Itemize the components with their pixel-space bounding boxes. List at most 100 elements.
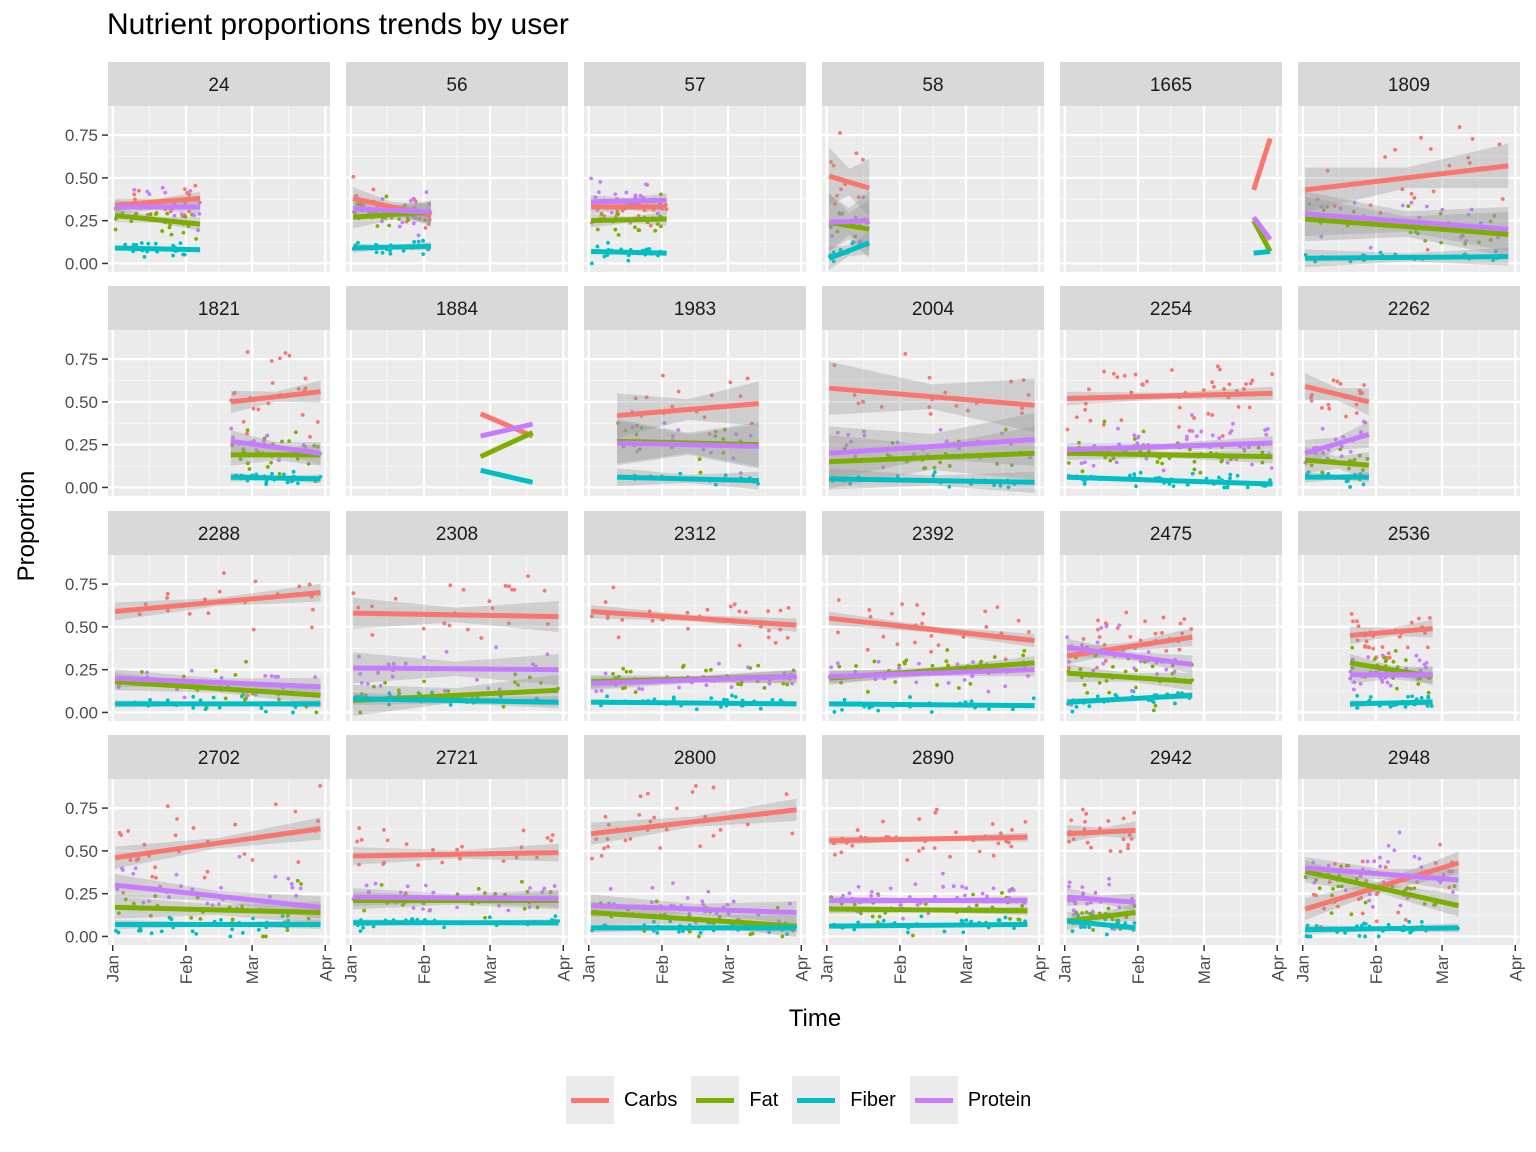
data-point xyxy=(1003,657,1008,662)
data-point xyxy=(171,243,176,248)
data-point xyxy=(853,234,857,239)
data-point xyxy=(261,934,265,939)
data-point xyxy=(132,187,137,192)
x-tick-label: Mar xyxy=(481,955,500,985)
data-point xyxy=(1155,460,1160,464)
data-point xyxy=(1128,634,1133,639)
data-point xyxy=(955,662,960,667)
data-point xyxy=(744,610,748,615)
data-point xyxy=(219,917,223,922)
data-point xyxy=(1310,393,1314,397)
data-point xyxy=(613,227,618,232)
y-tick-label: 0.25 xyxy=(65,885,98,904)
trend-line-protein xyxy=(352,206,432,215)
trend-line-fat xyxy=(479,430,534,459)
data-point xyxy=(854,664,858,668)
data-point xyxy=(1317,886,1322,891)
data-point xyxy=(1417,616,1421,621)
data-point xyxy=(507,584,511,589)
data-point xyxy=(659,224,663,229)
data-point xyxy=(379,883,384,887)
data-point xyxy=(197,200,202,205)
data-point xyxy=(624,669,629,674)
data-point xyxy=(1488,238,1493,242)
data-point xyxy=(766,609,771,614)
data-point xyxy=(940,871,945,876)
data-point xyxy=(930,663,935,668)
data-point xyxy=(1383,155,1388,159)
data-point xyxy=(923,466,928,470)
x-tick-label: Apr xyxy=(1506,955,1525,982)
data-point xyxy=(1083,925,1087,929)
data-point xyxy=(1230,421,1235,426)
data-point xyxy=(1491,258,1495,263)
data-point xyxy=(315,420,320,424)
facet-strip xyxy=(1298,511,1520,555)
data-point xyxy=(1128,473,1132,478)
data-point xyxy=(355,839,360,844)
data-point xyxy=(133,212,138,216)
data-point xyxy=(616,421,620,425)
data-point xyxy=(836,598,841,602)
data-point xyxy=(888,886,893,891)
data-point xyxy=(159,929,164,934)
trend-line-fiber xyxy=(591,248,667,256)
data-point xyxy=(1135,441,1140,446)
data-point xyxy=(623,428,628,433)
data-point xyxy=(300,412,305,417)
data-point xyxy=(590,261,594,266)
data-point xyxy=(850,843,855,848)
data-point xyxy=(677,685,681,690)
data-point xyxy=(633,225,637,230)
data-point xyxy=(1107,690,1112,695)
x-tick-label: Jan xyxy=(342,955,361,982)
x-tick-label: Jan xyxy=(1056,955,1075,982)
data-point xyxy=(298,886,303,891)
data-point xyxy=(1348,449,1353,454)
data-point xyxy=(1368,245,1373,250)
data-point xyxy=(690,790,695,794)
data-point xyxy=(400,220,405,225)
data-point xyxy=(1365,456,1370,461)
data-point xyxy=(790,831,795,836)
data-point xyxy=(1097,680,1102,685)
y-tick-label: 0.75 xyxy=(65,799,98,818)
data-point xyxy=(1003,427,1008,432)
data-point xyxy=(387,223,392,228)
data-point xyxy=(590,856,594,861)
legend-item-fat: Fat xyxy=(691,1076,778,1124)
data-point xyxy=(1319,234,1324,239)
data-point xyxy=(872,659,877,664)
data-point xyxy=(706,889,711,894)
data-point xyxy=(838,131,842,135)
data-point xyxy=(606,240,610,245)
data-point xyxy=(873,677,878,682)
y-tick-label: 0.50 xyxy=(65,169,98,188)
data-point xyxy=(1469,207,1474,212)
data-point xyxy=(839,187,843,192)
data-point xyxy=(269,460,273,465)
data-point xyxy=(165,608,170,613)
data-point xyxy=(971,660,975,664)
trend-line-carbs xyxy=(1066,634,1193,659)
data-point xyxy=(245,461,250,466)
data-point xyxy=(1378,211,1383,215)
data-point xyxy=(115,887,120,891)
data-point xyxy=(1321,208,1326,213)
data-point xyxy=(1250,378,1255,383)
data-point xyxy=(897,666,901,670)
data-point xyxy=(1417,856,1422,861)
data-point xyxy=(946,681,951,685)
data-point xyxy=(403,661,408,666)
data-point xyxy=(1403,704,1408,709)
data-point xyxy=(1386,843,1391,848)
data-point xyxy=(1217,436,1222,440)
trend-line-carbs xyxy=(829,834,1028,844)
data-point xyxy=(633,193,638,198)
data-point xyxy=(1355,638,1360,643)
trend-line-protein xyxy=(480,421,534,439)
x-tick-label: Apr xyxy=(554,955,573,982)
data-point xyxy=(730,693,734,698)
data-point xyxy=(1361,419,1366,424)
data-point xyxy=(729,685,734,690)
